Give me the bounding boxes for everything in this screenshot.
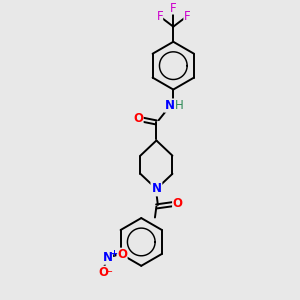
Text: O: O [173,197,183,210]
Text: N: N [164,99,175,112]
Text: +: + [110,248,117,257]
Text: F: F [157,10,163,23]
Text: F: F [183,10,190,23]
Text: H: H [175,99,184,112]
Text: −: − [106,267,114,277]
Text: F: F [170,2,177,14]
Text: N: N [152,182,161,196]
Text: O: O [133,112,143,125]
Text: O: O [98,266,108,279]
Text: N: N [103,251,112,264]
Text: O: O [117,248,127,261]
